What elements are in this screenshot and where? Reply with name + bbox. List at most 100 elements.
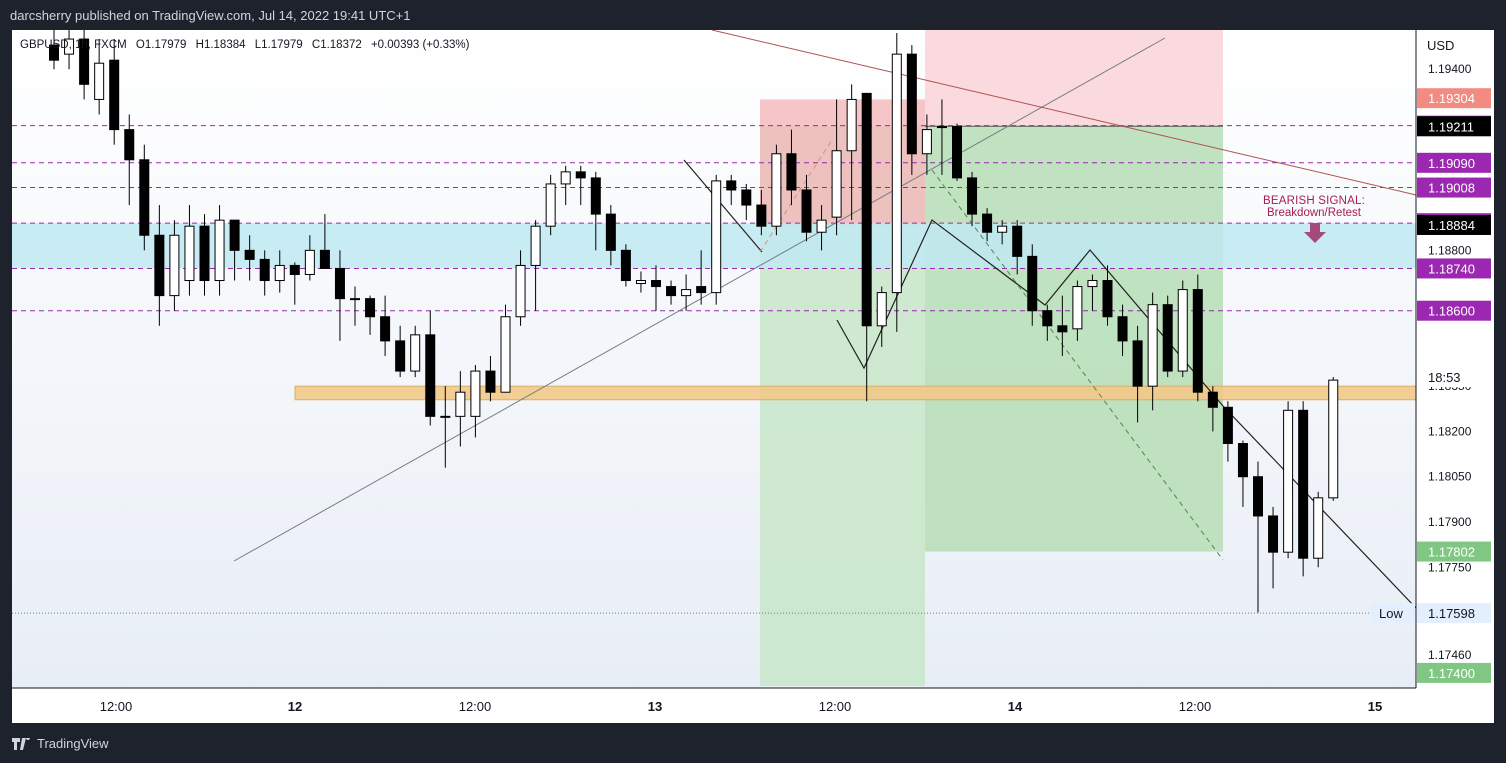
pattern-line-1 [683,159,763,253]
candle-body-69 [1087,280,1098,288]
candle-body-25 [425,334,436,417]
price-label-text-3: 1.19090 [1428,156,1475,171]
candle-body-38 [620,249,631,282]
price-label-bg-3 [1417,152,1491,173]
candle-body-51 [816,219,827,233]
time-tick-5: 14 [1008,699,1023,714]
low-marker-bg [1371,603,1415,624]
candlestick-chart[interactable]: 1.194001.188001.183501.182001.180501.179… [12,30,1494,723]
candle-12 [229,219,240,281]
candle-body-56 [891,53,902,294]
legend-close: C1.18372 [311,39,362,51]
candle-26 [440,386,451,468]
price-label-12: 1.17400 [1417,662,1491,683]
price-tick-6: 1.17750 [1428,560,1472,574]
candle-body-6 [139,159,150,236]
candle-body-33 [545,183,556,227]
candle-20 [350,286,360,326]
candle-2 [79,30,90,100]
price-label-text-7: 1.18740 [1428,261,1475,276]
candle-1 [64,30,75,70]
candle-3 [94,39,105,115]
price-tick-0: 1.19400 [1428,62,1472,76]
signal-line-2: Breakdown/Retest [1267,207,1361,219]
candle-body-3 [94,62,105,100]
candle-body-78 [1222,406,1233,445]
price-label-4: 1.19008 [1417,177,1491,198]
candle-body-58 [921,129,932,155]
candle-body-64 [1012,225,1023,257]
price-tick-4: 1.18050 [1428,470,1472,484]
candle-36 [590,171,601,251]
candle-body-49 [786,153,797,191]
price-label-text-10: 1.17802 [1428,545,1475,560]
candle-47 [756,189,767,236]
candle-24 [410,325,421,378]
short-risk-zone-2 [925,30,1223,126]
candle-body-47 [756,204,767,227]
candle-53 [846,84,857,221]
brand-name: TradingView [37,736,109,751]
price-tick-3: 1.18200 [1428,424,1472,438]
candle-body-84 [1313,497,1324,559]
candle-body-9 [184,225,195,282]
candle-body-57 [906,53,917,155]
tradingview-logo[interactable]: TradingView [12,736,109,751]
candle-body-0 [49,44,59,61]
candle-67 [1057,295,1068,356]
candle-body-41 [666,286,677,297]
price-label-text-8: 1.18600 [1428,304,1475,319]
candle-70 [1102,265,1113,326]
candle-body-32 [530,225,541,266]
price-label-text-4: 1.19008 [1428,181,1475,196]
candle-body-68 [1072,286,1083,330]
legend-high: H1.18384 [195,39,246,51]
candle-body-11 [214,219,225,282]
candle-body-7 [154,234,165,297]
time-tick-7: 15 [1368,699,1382,714]
candle-77 [1207,386,1218,432]
legend-change: +0.00393 (+0.33%) [370,39,470,51]
candle-body-13 [244,249,255,260]
candle-43 [696,250,707,305]
candle-body-15 [274,264,285,282]
low-marker: Low [1371,603,1415,624]
candle-82 [1283,401,1294,559]
candle-71 [1117,304,1128,356]
candle-body-21 [365,298,376,318]
price-label-bg-2 [1417,116,1491,137]
rising-trendline [233,37,1166,562]
chart-panel[interactable]: 1.194001.188001.183501.182001.180501.179… [12,30,1494,723]
price-label-text-11: 1.17598 [1428,606,1475,621]
retest-projection-line [759,139,833,253]
target-projection-line [931,169,1224,561]
price-label-bg-7 [1417,258,1491,279]
price-label-text-0: 1.19304 [1428,91,1475,106]
candle-32 [530,220,541,311]
candle-83 [1298,401,1309,577]
candle-55 [876,286,887,347]
price-label-6: 1.18884 [1417,214,1491,235]
candle-body-1 [64,38,75,55]
price-label-bg-9 [1417,367,1491,388]
candle-18 [319,214,330,269]
candle-body-71 [1117,316,1128,342]
candle-body-39 [635,280,646,285]
time-tick-3: 13 [648,699,662,714]
candle-35 [575,165,586,206]
candle-body-23 [395,340,406,372]
candle-4 [109,39,120,145]
candle-13 [244,235,255,281]
price-label-2: 1.19211 [1417,116,1491,137]
candle-body-17 [304,249,315,275]
ohlc-legend: GBPUSD, 1h, FXCM O1.17979 H1.18384 L1.17… [20,39,475,51]
price-label-bg-0 [1417,88,1491,109]
candle-body-27 [455,391,466,417]
tradingview-logo-icon [12,737,30,750]
candle-body-24 [410,334,421,372]
legend-symbol: GBPUSD, 1h, FXCM [20,39,127,51]
time-tick-2: 12:00 [459,699,492,714]
candle-5 [124,114,135,206]
legend-low: L1.17979 [254,39,303,51]
candle-body-74 [1162,304,1173,372]
